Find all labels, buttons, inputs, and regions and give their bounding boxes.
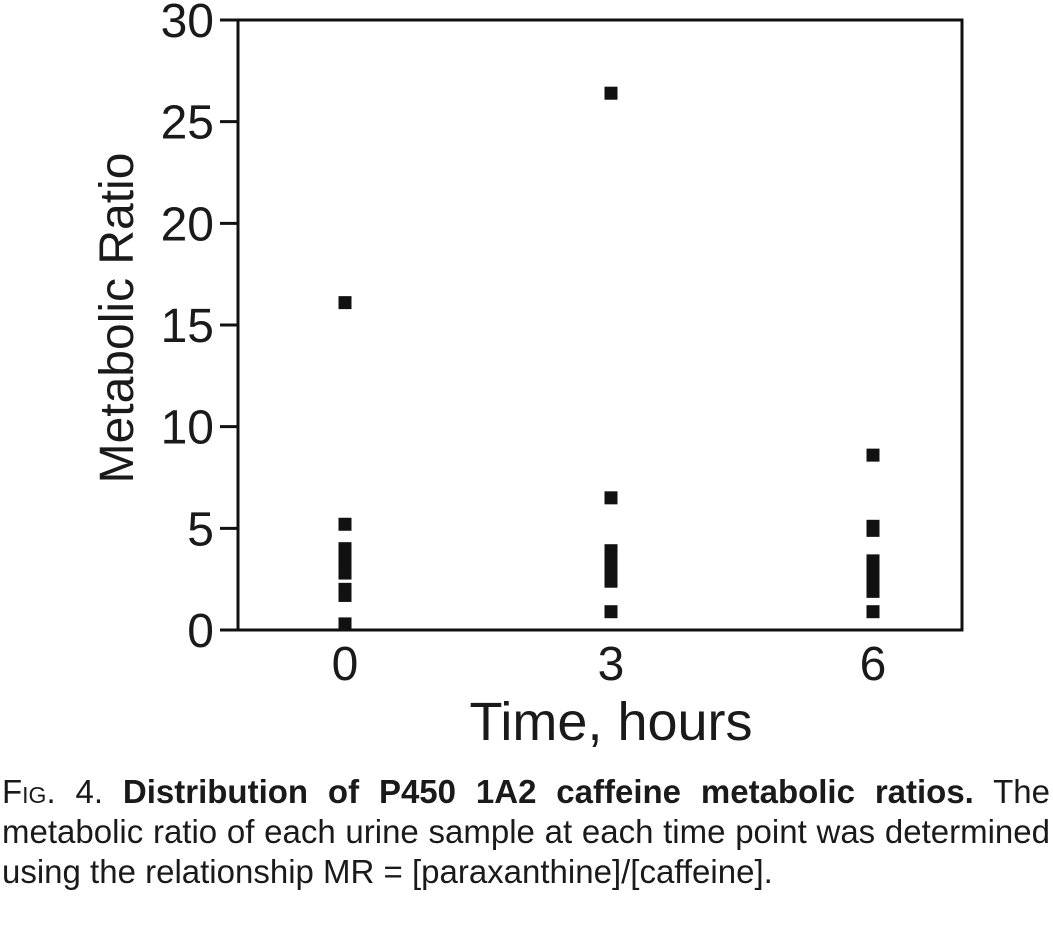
caption-title: Distribution of P450 1A2 caffeine metabo… [122, 773, 974, 810]
data-point [604, 605, 618, 619]
y-axis-ticks [220, 18, 238, 632]
y-tick-label: 20 [161, 198, 214, 251]
caption-text: The metabolic ratio of each urine sample… [2, 773, 1051, 890]
figure-caption: Fig. 4. Distribution of P450 1A2 caffein… [2, 772, 1050, 892]
scatter-chart: 0 5 10 15 20 25 30 0 3 6 Metabolic Ratio Time, h… [91, 0, 964, 752]
data-point [604, 574, 618, 588]
x-tick-label: 6 [860, 638, 887, 691]
x-tick-label: 3 [598, 638, 625, 691]
y-axis-label: Metabolic Ratio [91, 153, 144, 484]
y-tick-label: 0 [187, 605, 214, 658]
data-point [866, 448, 880, 462]
data-markers [338, 86, 880, 631]
y-tick-label: 10 [161, 402, 214, 455]
data-point [866, 523, 880, 537]
y-tick-label: 25 [161, 97, 214, 150]
x-tick-label: 0 [332, 638, 359, 691]
data-point [338, 617, 352, 631]
y-tick-label: 5 [187, 503, 214, 556]
caption-figure-label: Fig. 4. [2, 773, 104, 810]
x-axis-tick-labels: 0 3 6 [332, 638, 887, 691]
data-point [866, 584, 880, 598]
y-axis-tick-labels: 0 5 10 15 20 25 30 [161, 0, 214, 658]
data-point [866, 605, 880, 619]
data-point [338, 296, 352, 310]
x-axis-label: Time, hours [469, 692, 752, 752]
data-point [338, 588, 352, 602]
data-point [338, 566, 352, 580]
plot-frame [236, 18, 964, 632]
data-point [604, 491, 618, 505]
y-tick-label: 15 [161, 300, 214, 353]
y-tick-label: 30 [161, 0, 214, 48]
data-point [338, 517, 352, 531]
data-point [604, 86, 618, 100]
